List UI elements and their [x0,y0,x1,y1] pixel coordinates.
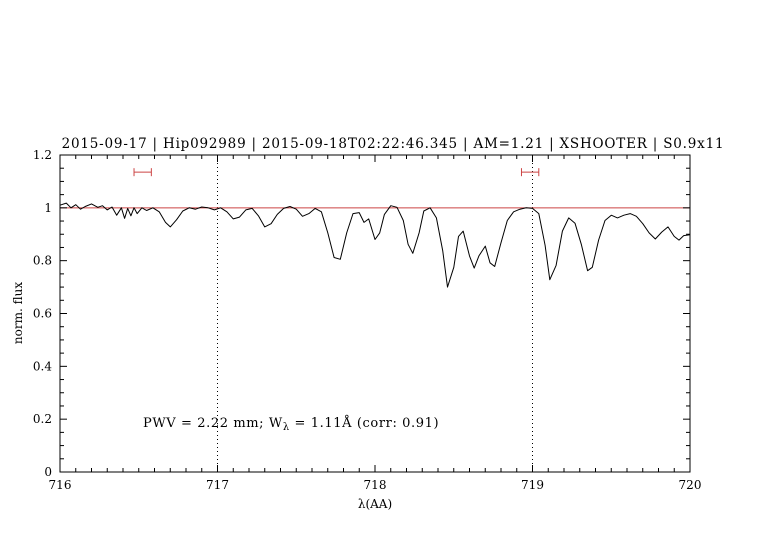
y-tick-label: 0.4 [33,359,52,373]
y-axis-label: norm. flux [11,282,25,344]
interval-markers [133,168,540,177]
axis-ticks [59,154,691,473]
spectrum-polyline [59,202,691,288]
plot-area: 716 717 718 719 720 0 0.2 0.4 0.6 0.8 1 1.2 [33,148,702,492]
x-tick-label: 718 [364,478,387,492]
y-tick-label: 0.8 [33,254,52,268]
interval-marker [520,168,540,177]
pwv-annotation-prefix: PWV = 2.22 mm; W [143,416,283,431]
pwv-annotation-suffix: = 1.11Å (corr: 0.91) [290,415,439,431]
interval-marker [133,168,152,177]
y-tick-label: 0.6 [33,307,52,321]
y-tick-label: 0 [44,465,52,479]
x-tick-label: 720 [679,478,702,492]
y-tick-label: 0.2 [33,412,52,426]
pwv-annotation-subscript: λ [283,422,290,433]
pwv-annotation: PWV = 2.22 mm; Wλ = 1.11Å (corr: 0.91) [143,415,439,433]
y-tick-label: 1 [44,201,52,215]
x-axis-label: λ(AA) [358,497,392,511]
y-tick-label: 1.2 [33,148,52,162]
chart-title: 2015-09-17 | Hip092989 | 2015-09-18T02:2… [62,136,725,152]
x-tick-label: 716 [49,478,72,492]
x-tick-label: 717 [206,478,229,492]
tick-labels: 716 717 718 719 720 0 0.2 0.4 0.6 0.8 1 1.2 [33,148,702,492]
x-tick-label: 719 [521,478,544,492]
